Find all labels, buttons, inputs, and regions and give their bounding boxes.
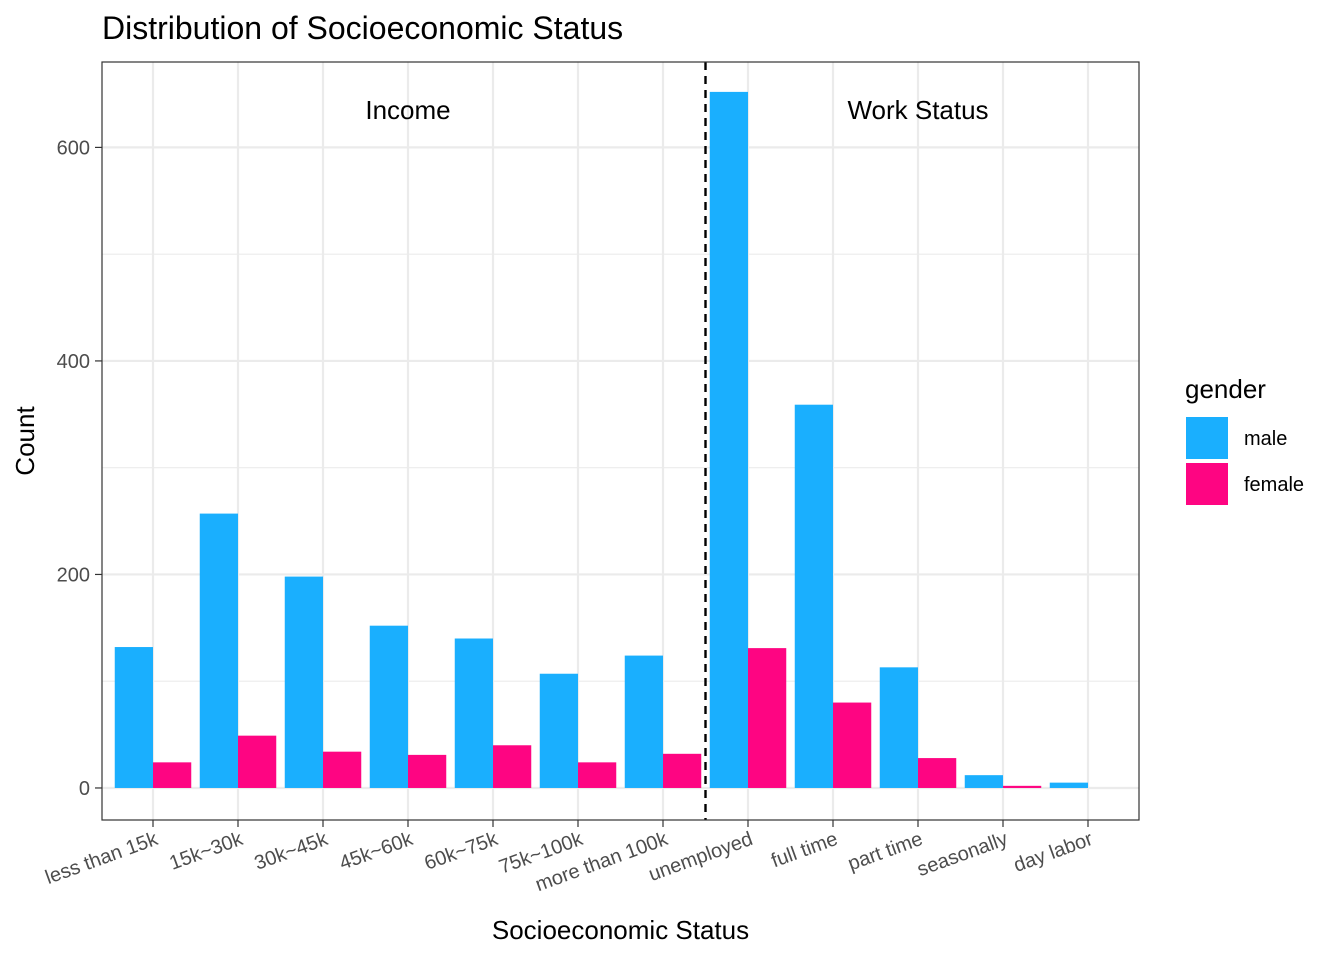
annotation-label: Income: [365, 95, 450, 125]
legend: gender male female: [1185, 374, 1304, 505]
bar-female: [578, 762, 617, 788]
bar-male: [199, 513, 238, 788]
bar-male: [879, 667, 918, 788]
y-tick-label: 600: [57, 137, 90, 159]
x-tick-label: seasonally: [914, 828, 1010, 881]
bar-male: [284, 576, 323, 788]
x-tick-label: 30k~45k: [252, 828, 332, 875]
legend-key-female: [1186, 463, 1228, 505]
x-tick-label: 45k~60k: [337, 828, 417, 875]
bar-male: [114, 647, 153, 788]
bar-male: [964, 775, 1003, 788]
annotations: Income Work Status: [365, 62, 989, 820]
legend-label-male: male: [1244, 428, 1287, 450]
bar-male: [369, 625, 408, 788]
bar-female: [238, 735, 277, 788]
bar-female: [493, 745, 532, 788]
legend-key-male: [1186, 417, 1228, 459]
x-tick-label: 15k~30k: [167, 828, 247, 875]
bar-female: [748, 648, 787, 788]
bar-male: [709, 91, 748, 788]
y-tick-label: 400: [57, 351, 90, 373]
legend-title: gender: [1185, 374, 1266, 404]
chart-title: Distribution of Socioeconomic Status: [102, 10, 623, 46]
y-tick-label: 0: [79, 778, 90, 800]
x-tick-label: 60k~75k: [422, 828, 502, 875]
x-tick-label: full time: [768, 828, 840, 872]
bar-male: [539, 673, 578, 788]
bar-female: [663, 753, 702, 788]
bar-female: [833, 702, 872, 788]
y-axis-title: Count: [10, 406, 40, 476]
bar-male: [794, 404, 833, 788]
x-tick-label: day labor: [1011, 828, 1096, 877]
y-axis: 0 200 400 600: [57, 137, 102, 800]
x-tick-label: part time: [845, 828, 926, 875]
bar-female: [323, 751, 362, 788]
bar-female: [1003, 785, 1042, 788]
x-tick-label: less than 15k: [42, 828, 161, 889]
x-axis: less than 15k 15k~30k 30k~45k 45k~60k 60k~75…: [42, 820, 1096, 896]
panel-border: [101, 61, 1140, 821]
bars: [114, 91, 1088, 788]
legend-label-female: female: [1244, 474, 1304, 496]
x-axis-title: Socioeconomic Status: [492, 915, 749, 945]
annotation-label: Work Status: [847, 95, 988, 125]
bar-male: [1049, 782, 1088, 788]
bar-male: [624, 655, 663, 788]
bar-male: [454, 638, 493, 788]
bar-female: [918, 758, 957, 788]
grid: [102, 62, 1139, 820]
y-tick-label: 200: [57, 564, 90, 586]
bar-female: [408, 754, 447, 788]
bar-female: [153, 762, 192, 788]
